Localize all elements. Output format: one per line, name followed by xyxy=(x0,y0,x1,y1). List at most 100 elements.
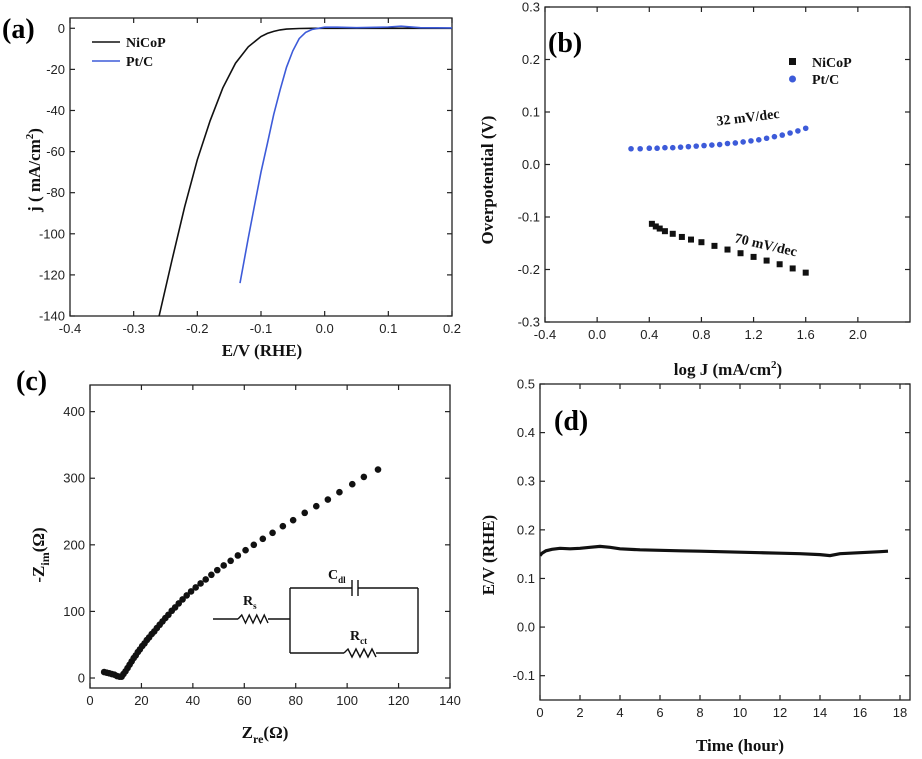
data-point-b-1 xyxy=(763,135,770,142)
series-line-a-1 xyxy=(239,25,452,284)
x-tick-label-d: 14 xyxy=(813,705,827,720)
data-point-b-0 xyxy=(648,220,655,227)
y-tick-label-a: -80 xyxy=(46,185,65,200)
data-point-c-0 xyxy=(208,571,215,579)
y-tick-label-b: 0.1 xyxy=(522,105,540,120)
data-point-c-0 xyxy=(213,566,221,574)
data-point-b-1 xyxy=(802,125,809,132)
x-tick-label-d: 10 xyxy=(733,705,747,720)
data-point-b-0 xyxy=(661,228,668,235)
data-point-b-1 xyxy=(685,143,692,150)
circuit-label-cdl: Cdl xyxy=(328,568,346,585)
panel-c: 0 20 40 60 80 100 120 140 0 100 200 300 400 (c) Zre(Ω)… xyxy=(16,366,461,746)
data-point-b-1 xyxy=(709,142,715,148)
data-point-b-1 xyxy=(654,145,660,152)
x-tick-label-a: -0.3 xyxy=(122,321,144,336)
data-point-b-0 xyxy=(688,236,694,243)
x-tick-label-d: 12 xyxy=(773,705,787,720)
y-axis-label-c: -Zim(Ω) xyxy=(29,527,52,582)
legend-label-a-0: NiCoP xyxy=(126,36,166,51)
y-tick-label-d: 0.2 xyxy=(517,522,535,537)
data-point-c-0 xyxy=(227,557,234,565)
y-axis-label-b: Overpotential (V) xyxy=(478,116,497,245)
data-point-c-0 xyxy=(269,529,276,537)
plot-frame-d xyxy=(539,383,911,701)
data-point-c-0 xyxy=(250,541,258,549)
x-tick-label-b: -0.4 xyxy=(534,327,556,342)
x-tick-label-b: 1.2 xyxy=(745,327,763,342)
y-tick-label-b: 0.3 xyxy=(522,0,540,15)
x-tick-label-d: 4 xyxy=(616,705,623,720)
data-point-c-0 xyxy=(234,552,242,559)
circuit-label-rs: Rs xyxy=(243,594,257,611)
y-tick-label-c: 100 xyxy=(63,604,85,619)
plot-area-a xyxy=(158,25,452,316)
data-point-b-1 xyxy=(740,139,746,145)
series-line-d-0 xyxy=(540,544,889,558)
x-tick-label-a: 0.0 xyxy=(316,321,334,336)
data-point-b-1 xyxy=(677,144,684,150)
x-tick-label-d: 18 xyxy=(893,705,907,720)
resistor-rs-icon xyxy=(237,613,269,625)
data-point-c-0 xyxy=(259,535,267,543)
x-axis-label-c: Zre(Ω) xyxy=(242,723,289,746)
x-tick-label-c: 100 xyxy=(336,693,358,708)
panel-b: -0.4 0.0 0.4 0.8 1.2 1.6 2.0 -0.3 -0.2 -0.1 0.0 0.1… xyxy=(478,0,911,379)
y-tick-label-b: 0.2 xyxy=(522,52,540,67)
y-axis-label-d: E/V (RHE) xyxy=(479,515,498,595)
data-point-c-0 xyxy=(374,466,382,473)
panel-label-a: (a) xyxy=(2,14,35,45)
plot-area-b xyxy=(628,125,809,276)
data-point-b-0 xyxy=(724,246,731,253)
y-tick-label-d: 0.0 xyxy=(517,620,535,635)
x-tick-label-d: 0 xyxy=(536,705,543,720)
data-point-b-1 xyxy=(748,138,754,144)
data-point-b-1 xyxy=(787,130,793,136)
data-point-c-0 xyxy=(279,522,287,530)
data-point-c-0 xyxy=(179,596,186,603)
data-point-c-0 xyxy=(187,588,195,595)
y-tick-label-d: 0.4 xyxy=(517,425,535,440)
equivalent-circuit-inset: Rs Cdl Rct xyxy=(213,568,419,659)
plot-area-d xyxy=(540,544,889,558)
data-point-b-1 xyxy=(646,145,653,152)
y-tick-label-c: 200 xyxy=(63,537,85,552)
data-point-c-0 xyxy=(202,576,210,583)
annotation-b-0: 32 mV/dec xyxy=(716,107,781,130)
x-tick-label-a: -0.1 xyxy=(250,321,272,336)
data-point-b-0 xyxy=(763,257,770,264)
data-point-b-1 xyxy=(637,145,643,152)
y-axis-label-a: j ( mA/cm2) xyxy=(24,128,44,213)
data-point-b-1 xyxy=(669,144,676,151)
circuit-label-rct: Rct xyxy=(350,629,367,646)
x-tick-label-c: 40 xyxy=(186,693,200,708)
data-point-c-0 xyxy=(183,592,190,599)
y-tick-label-a: -100 xyxy=(39,226,65,241)
y-tick-label-d: 0.3 xyxy=(517,474,535,489)
x-tick-label-b: 1.6 xyxy=(797,327,815,342)
x-tick-label-c: 120 xyxy=(388,693,410,708)
data-point-c-0 xyxy=(242,546,249,554)
x-tick-label-c: 20 xyxy=(134,693,148,708)
data-point-c-0 xyxy=(192,584,199,591)
data-point-b-0 xyxy=(678,233,685,240)
y-tick-label-a: -40 xyxy=(46,103,65,118)
x-tick-label-b: 0.8 xyxy=(692,327,710,342)
panel-label-d: (d) xyxy=(554,406,588,437)
x-tick-label-d: 6 xyxy=(656,705,663,720)
plot-frame-b xyxy=(544,6,911,323)
legend-label-a-1: Pt/C xyxy=(126,55,153,70)
data-point-c-0 xyxy=(197,580,204,587)
y-tick-label-c: 300 xyxy=(63,471,85,486)
legend-label-b-0: NiCoP xyxy=(812,56,852,71)
data-point-c-0 xyxy=(289,516,297,524)
data-point-b-0 xyxy=(776,261,783,268)
panel-d: 0 2 4 6 8 10 12 14 16 18 -0.1 0.0 0.1 0.2 0.3 0.4 0.5 (d)… xyxy=(479,377,911,755)
data-point-b-0 xyxy=(802,269,809,276)
data-point-c-0 xyxy=(220,562,228,569)
data-point-c-0 xyxy=(336,488,343,496)
data-point-b-1 xyxy=(701,142,707,149)
data-point-b-0 xyxy=(669,230,676,237)
x-tick-label-a: -0.2 xyxy=(186,321,208,336)
data-point-b-0 xyxy=(698,239,705,246)
